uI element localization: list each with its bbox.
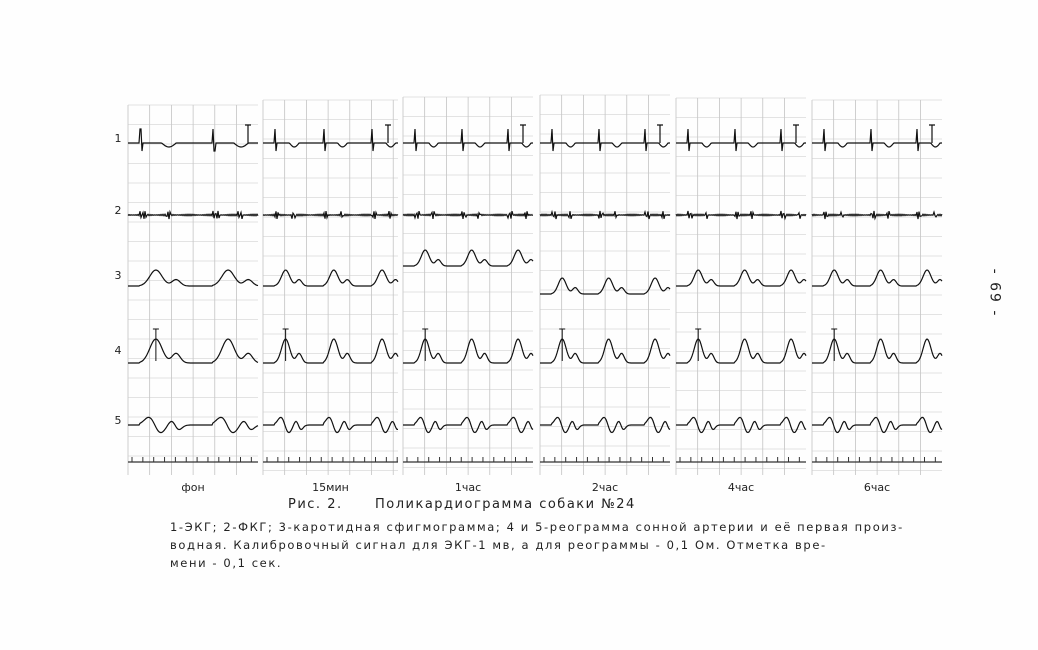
trace	[812, 128, 942, 152]
trace	[676, 128, 806, 152]
trace	[676, 269, 807, 287]
trace	[540, 128, 670, 152]
caption-title: Поликардиограмма собаки №24	[375, 497, 636, 512]
trace	[127, 209, 259, 220]
legend-line: 1-ЭКГ; 2-ФКГ; 3-каротидная сфигмограмма;…	[170, 520, 904, 534]
trace	[403, 338, 534, 364]
trace	[403, 416, 534, 434]
calibration-mark	[152, 328, 159, 361]
trace	[403, 128, 533, 152]
row-label: 1	[115, 132, 122, 145]
calibration-mark	[559, 328, 566, 361]
calibration-mark	[422, 328, 429, 361]
calibration-mark	[520, 124, 526, 143]
trace	[812, 416, 943, 434]
column-label: фон	[181, 481, 204, 494]
trace	[812, 269, 943, 287]
trace	[675, 210, 807, 221]
column-label: 2час	[592, 481, 618, 494]
legend-line: мени - 0,1 сек.	[170, 556, 283, 570]
row-label: 3	[115, 269, 122, 282]
legend-line: водная. Калибровочный сигнал для ЭКГ-1 м…	[170, 538, 827, 552]
trace	[403, 249, 534, 267]
trace	[263, 416, 398, 434]
trace	[539, 209, 671, 220]
trace	[402, 210, 533, 220]
column-label: 4час	[728, 481, 754, 494]
row-label: 4	[115, 344, 122, 357]
column-label: 1час	[455, 481, 481, 494]
calibration-mark	[831, 328, 838, 361]
trace	[540, 338, 671, 364]
caption-label: Рис. 2.	[288, 497, 343, 512]
trace	[128, 416, 259, 434]
trace	[812, 338, 943, 364]
trace	[540, 277, 671, 295]
column-label: 6час	[864, 481, 890, 494]
calibration-mark	[282, 328, 289, 361]
trace	[263, 338, 399, 364]
trace	[262, 210, 399, 220]
row-label: 2	[115, 204, 122, 217]
page-number: - 69 -	[986, 268, 1003, 318]
trace	[128, 128, 258, 152]
calibration-mark	[657, 124, 663, 143]
row-label: 5	[115, 414, 122, 427]
trace	[263, 128, 398, 152]
calibration-mark	[245, 124, 251, 143]
trace	[263, 269, 399, 287]
trace	[811, 210, 943, 221]
calibration-mark	[385, 124, 391, 143]
trace	[676, 416, 807, 434]
calibration-mark	[929, 124, 935, 143]
trace	[676, 338, 807, 364]
trace	[128, 269, 259, 287]
calibration-mark	[793, 124, 799, 143]
trace	[128, 338, 259, 364]
column-label: 15мин	[312, 481, 349, 494]
calibration-mark	[695, 328, 702, 361]
trace	[540, 416, 671, 434]
